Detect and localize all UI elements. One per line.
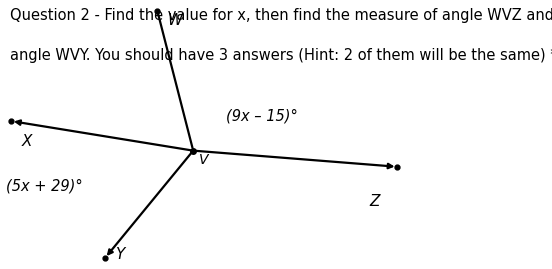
Text: (9x – 15)°: (9x – 15)° [226, 108, 298, 123]
Text: Y: Y [115, 247, 124, 263]
Text: angle WVY. You should have 3 answers (Hint: 2 of them will be the same) *: angle WVY. You should have 3 answers (Hi… [10, 48, 552, 63]
Text: Z: Z [370, 194, 380, 209]
Text: (5x + 29)°: (5x + 29)° [6, 178, 82, 193]
Text: V: V [199, 153, 208, 167]
Text: Question 2 - Find the value for x, then find the measure of angle WVZ and: Question 2 - Find the value for x, then … [10, 8, 552, 23]
Text: W: W [167, 13, 182, 29]
Text: X: X [22, 134, 33, 150]
